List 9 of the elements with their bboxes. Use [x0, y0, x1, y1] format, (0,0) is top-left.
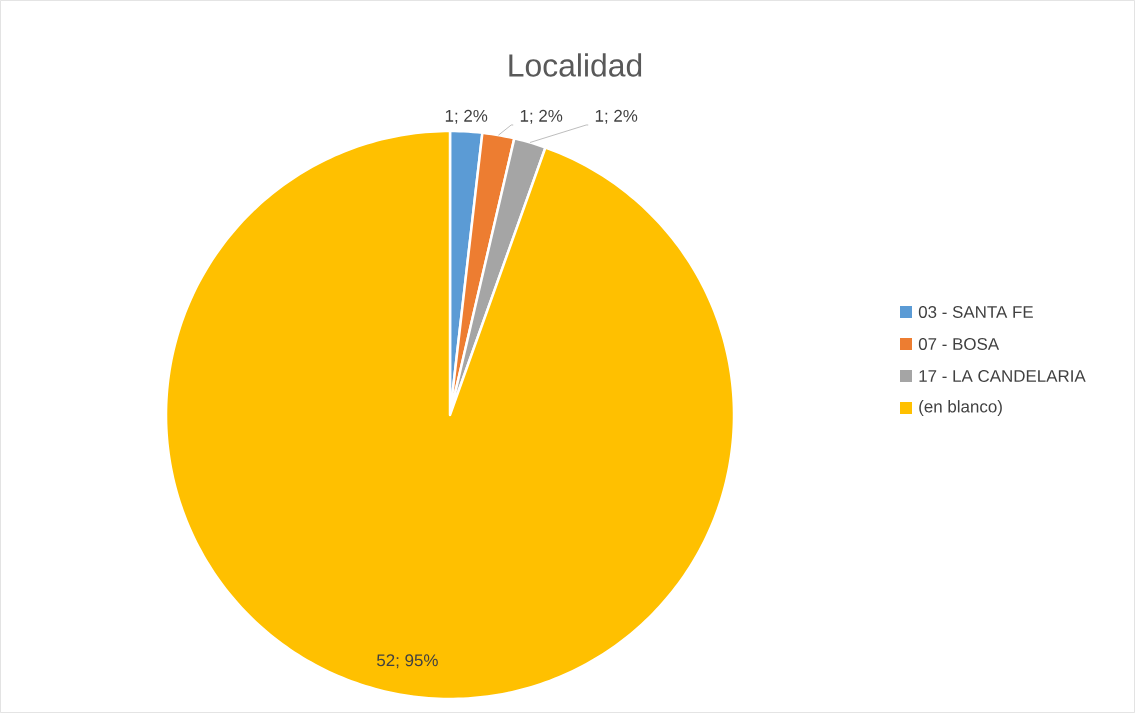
data-label: 52; 95%: [377, 654, 438, 669]
legend-label: 03 - SANTA FE: [918, 306, 1033, 318]
legend-label: 07 - BOSA: [918, 338, 1000, 350]
data-label: 1; 2%: [520, 109, 563, 124]
legend-label: 17 - LA CANDELARIA: [919, 370, 1086, 382]
chart-title: Localidad: [509, 53, 642, 77]
data-label: 1; 2%: [595, 109, 638, 124]
data-label: 1; 2%: [445, 109, 488, 124]
legend-label: (en blanco): [919, 400, 1002, 416]
